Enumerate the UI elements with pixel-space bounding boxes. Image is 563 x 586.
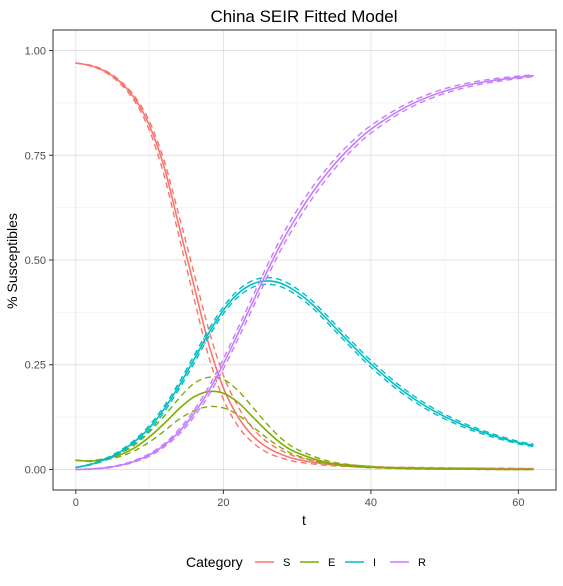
major-gridlines <box>53 30 556 490</box>
series-s-upper-bound <box>75 62 534 470</box>
series-r-lower-bound <box>75 75 534 471</box>
series-s-lower-bound <box>75 62 534 470</box>
y-axis: 0.00 0.25 0.50 0.75 1.00 <box>25 46 53 476</box>
chart-title: China SEIR Fitted Model <box>210 7 397 26</box>
legend-title: Category <box>186 554 243 570</box>
series-layer <box>75 62 534 471</box>
legend: Category S E I R <box>186 554 426 570</box>
series-s-line <box>75 62 534 470</box>
y-tick-label: 0.00 <box>25 464 46 476</box>
legend-label-i: I <box>373 557 376 569</box>
x-axis: 0 20 40 60 <box>73 490 525 509</box>
y-tick-label: 0.25 <box>25 360 46 372</box>
y-tick-label: 0.50 <box>25 255 46 267</box>
x-tick-label: 60 <box>512 497 524 509</box>
legend-item-r: R <box>390 557 426 569</box>
series-i-lower-bound <box>75 283 534 469</box>
x-tick-label: 20 <box>217 497 229 509</box>
plot-panel <box>52 29 557 491</box>
series-r-line <box>75 74 534 471</box>
x-tick-label: 0 <box>73 497 79 509</box>
legend-item-s: S <box>255 557 290 569</box>
y-tick-label: 1.00 <box>25 46 46 58</box>
legend-label-r: R <box>418 557 426 569</box>
x-axis-title: t <box>302 512 306 528</box>
y-tick-label: 0.75 <box>25 150 46 162</box>
x-tick-label: 40 <box>365 497 377 509</box>
y-axis-title: % Susceptibles <box>4 213 20 309</box>
legend-item-i: I <box>345 557 376 569</box>
series-e-line <box>75 390 534 471</box>
legend-label-s: S <box>283 557 290 569</box>
series-r-upper-bound <box>75 74 534 471</box>
legend-label-e: E <box>328 557 335 569</box>
series-i-line <box>75 280 534 469</box>
legend-item-e: E <box>300 557 335 569</box>
